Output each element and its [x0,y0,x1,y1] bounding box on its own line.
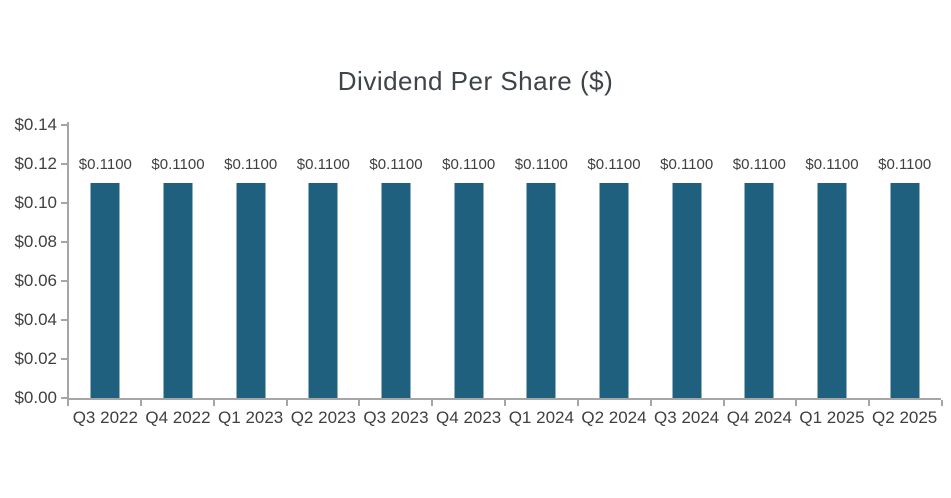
dividend-bar [454,183,484,398]
x-axis-label: Q2 2024 [581,408,647,427]
dividend-bar [526,183,556,398]
x-axis-tick [723,400,725,406]
bar-column: $0.1100 Q3 2023 [360,125,433,427]
y-axis-label: $0.06 [14,271,57,290]
bar-value-label: $0.1100 [878,156,932,173]
y-axis-label: $0.04 [14,310,57,329]
bar-value-label: $0.1100 [151,156,205,173]
dividend-bar [163,183,193,398]
bar-value-label: $0.1100 [587,156,641,173]
x-axis-label: Q4 2023 [436,408,502,427]
bar-column: $0.1100 Q4 2022 [142,125,215,427]
x-axis-tick [213,400,215,406]
bar-value-label: $0.1100 [369,156,423,173]
bar-column: $0.1100 Q2 2023 [287,125,360,427]
bar-value-label: $0.1100 [78,156,132,173]
x-axis-label: Q1 2023 [218,408,284,427]
y-axis-tick [61,202,67,204]
dividend-bar [381,183,411,398]
y-axis-tick [61,124,67,126]
dividend-bar [236,183,266,398]
bar-column: $0.1100 Q1 2024 [505,125,578,427]
x-axis-label: Q4 2022 [145,408,211,427]
bar-column: $0.1100 Q2 2025 [868,125,941,427]
x-axis-tick [650,400,652,406]
plot-area: $0.1100 Q3 2022 $0.1100 Q4 2022 $0.1100 Q1 20… [69,125,941,427]
dividend-bar [817,183,847,398]
x-axis-tick [67,400,69,406]
y-axis-line [67,122,69,400]
bar-value-label: $0.1100 [660,156,714,173]
y-axis-label: $0.02 [14,349,57,368]
dividend-bar [308,183,338,398]
y-axis-label: $0.12 [14,154,57,173]
y-axis-tick [61,163,67,165]
x-axis-tick [140,400,142,406]
x-axis-tick [431,400,433,406]
bar-column: $0.1100 Q2 2024 [578,125,651,427]
bar-column: $0.1100 Q3 2024 [650,125,723,427]
x-axis-tick [577,400,579,406]
bar-value-label: $0.1100 [805,156,859,173]
bar-column: $0.1100 Q1 2023 [214,125,287,427]
x-axis-tick [504,400,506,406]
x-axis-label: Q3 2024 [654,408,720,427]
y-axis-tick [61,241,67,243]
dividend-bar [599,183,629,398]
bar-column: $0.1100 Q1 2025 [796,125,869,427]
y-axis-tick [61,397,67,399]
y-axis-tick [61,358,67,360]
y-axis-label: $0.08 [14,232,57,251]
dividend-bar [890,183,920,398]
bar-value-label: $0.1100 [514,156,568,173]
x-axis-line [67,398,941,400]
bar-value-label: $0.1100 [224,156,278,173]
x-axis-label: Q3 2022 [72,408,138,427]
bar-value-label: $0.1100 [732,156,786,173]
bar-column: $0.1100 Q3 2022 [69,125,142,427]
y-axis-tick [61,280,67,282]
y-axis-label: $0.14 [14,115,57,134]
x-axis-label: Q2 2025 [872,408,938,427]
bar-column: $0.1100 Q4 2024 [723,125,796,427]
x-axis-tick [795,400,797,406]
x-axis-tick [286,400,288,406]
bar-value-label: $0.1100 [296,156,350,173]
x-axis-tick [358,400,360,406]
dividend-bar [672,183,702,398]
x-axis-tick [868,400,870,406]
bar-column: $0.1100 Q4 2023 [432,125,505,427]
x-axis-label: Q3 2023 [363,408,429,427]
x-axis-tick [941,400,943,406]
chart-title: Dividend Per Share ($) [337,66,614,96]
y-axis-label: $0.10 [14,193,57,212]
x-axis-label: Q1 2024 [508,408,574,427]
x-axis-label: Q2 2023 [290,408,356,427]
x-axis-label: Q4 2024 [726,408,792,427]
bar-value-label: $0.1100 [442,156,496,173]
dividend-bar [744,183,774,398]
y-axis-tick [61,319,67,321]
y-axis-label: $0.00 [14,388,57,407]
x-axis-label: Q1 2025 [799,408,865,427]
dividend-bar [90,183,120,398]
